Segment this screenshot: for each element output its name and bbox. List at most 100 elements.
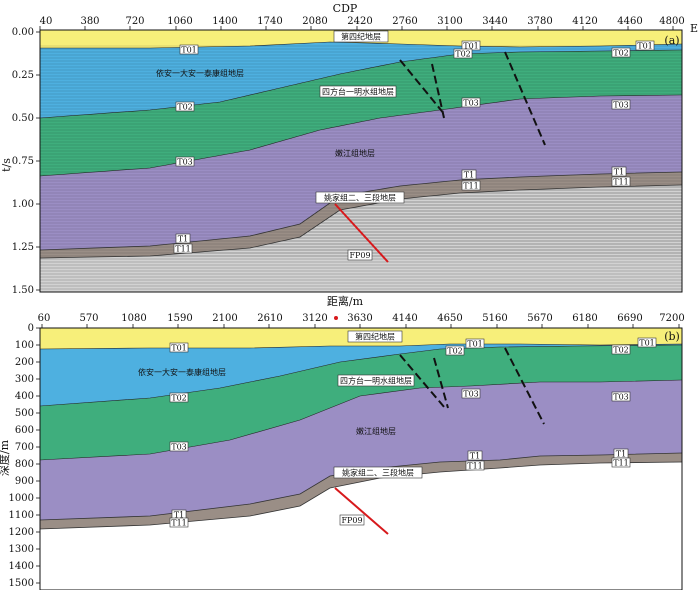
panel-a-tick-y: 0.00: [12, 27, 34, 38]
panel-b-tick-x: 5160: [482, 313, 507, 324]
panel-a-label-box: [179, 44, 199, 55]
panel-b-tick-x: 2100: [212, 313, 237, 324]
panel-b-label-box: [461, 388, 481, 399]
panel-b-label-box: [169, 517, 189, 528]
panel-a-y-label: t/s: [0, 158, 13, 172]
panel-b-label-sifangtai: 四方台一明水组地层: [340, 376, 412, 386]
panel-a-label-t1: T1: [178, 235, 188, 244]
panel-b-left-ticks: 0 100 200 300 400 500 600 700 800 900 10…: [9, 323, 40, 589]
panel-a-label-box: [175, 233, 191, 244]
panel-a-label-box: [611, 176, 631, 187]
panel-b-tick-y: 1300: [9, 544, 34, 555]
panel-b-label-box: [637, 337, 657, 348]
panel-b-tick-y: 1500: [9, 578, 34, 589]
panel-b-tick-y: 500: [15, 408, 34, 419]
panel-a-label-t11: T11: [463, 182, 479, 191]
panel-b-tick-y: 200: [15, 357, 34, 368]
panel-b-section: [40, 328, 682, 590]
panel-b-tick-y: 300: [15, 374, 34, 385]
panel-b-tick-x: 3630: [347, 313, 372, 324]
panel-a-label-box: [461, 169, 477, 180]
panel-b-fault-fp09: [334, 487, 389, 535]
panel-a-tick-x: 4460: [617, 16, 642, 27]
panel-a-tag: (a): [664, 34, 679, 47]
panel-a-tick-x: 2080: [302, 16, 327, 27]
panel-a-fault-fp09: [334, 203, 389, 263]
panel-b-label-yian: 依安一大安一泰康组地层: [138, 367, 226, 377]
panel-b-label-box: [465, 460, 485, 471]
panel-a-label-box: [611, 99, 631, 110]
panel-b-label-t1: T1: [470, 452, 480, 461]
panel-a-label-fp09: FP09: [349, 251, 370, 260]
panel-b-tick-x: 5670: [527, 313, 552, 324]
panel-b-label-box: [465, 338, 485, 349]
panel-b-tick-y: 600: [15, 425, 34, 436]
panel-a-label-box: [453, 48, 473, 59]
panel-a-section: [40, 30, 682, 292]
panel-a-label-quaternary: 第四纪地层: [341, 32, 381, 42]
panel-b-label-t03: T03: [171, 443, 187, 452]
panel-a-tick-y: 0.50: [12, 113, 34, 124]
panel-b-label-fp09: FP09: [341, 516, 362, 525]
panel-a-label-t01: T01: [463, 42, 479, 51]
panel-b-label-t01: T01: [467, 340, 483, 349]
panel-a-label-box: [319, 85, 397, 98]
panel-a-label-t11: T11: [175, 245, 191, 254]
panel-a-top-axis-end: E: [690, 22, 698, 35]
panel-b-label-t01: T01: [171, 344, 187, 353]
panel-a-fault-3: [504, 51, 546, 146]
panel-a-tick-x: 40: [40, 16, 53, 27]
panel-b-tick-x: 1590: [167, 313, 192, 324]
panel-b-tick-y: 800: [15, 459, 34, 470]
panel-a-reflection-texture: [40, 44, 682, 258]
panel-a-tick-y: 1.00: [12, 199, 34, 210]
panel-a-tick-x: 4120: [572, 16, 597, 27]
panel-b-tick-y: 1400: [9, 561, 34, 572]
panel-a: CDP E: [0, 2, 698, 308]
panel-b-label-t03: T03: [463, 390, 479, 399]
panel-b-label-t1: T1: [174, 511, 184, 520]
panel-b-label-box: [467, 450, 483, 461]
panel-b-fault-2: [433, 357, 449, 409]
panel-b-tick-y: 400: [15, 391, 34, 402]
panel-b-tick-x: 3120: [302, 313, 327, 324]
panel-b-tick-x: 4650: [437, 313, 462, 324]
panel-a-label-sifangtai: 四方台一明水组地层: [322, 87, 394, 97]
panel-b-tick-x: 6690: [617, 313, 642, 324]
panel-a-label-t02: T02: [177, 103, 193, 112]
panel-a-left-ticks: 0.00 0.25 0.50 0.75 1.00 1.25 1.50: [12, 27, 40, 296]
panel-a-horizon-t1: [40, 171, 682, 251]
panel-a-label-t01: T01: [637, 42, 653, 51]
panel-b-label-t02: T02: [171, 394, 187, 403]
panel-b-tick-x: 2610: [257, 313, 282, 324]
panel-b-tick-x: 6180: [572, 313, 597, 324]
panel-b-horizon-t03: [40, 379, 682, 461]
panel-a-top-axis-title: CDP: [333, 2, 358, 15]
panel-a-label-box: [611, 166, 627, 177]
panel-b-tick-y: 1100: [9, 510, 34, 521]
panel-a-tick-x: 2760: [392, 16, 417, 27]
panel-b-label-box: [169, 342, 189, 353]
panel-b-tick-y: 1200: [9, 527, 34, 538]
panel-b-label-box: [339, 514, 365, 526]
panel-a-label-box: [611, 47, 631, 58]
panel-b-tick-y: 900: [15, 476, 34, 487]
panel-a-label-t02: T02: [455, 50, 471, 59]
panel-a-tick-x: 3440: [482, 16, 507, 27]
panel-b-label-box: [337, 374, 415, 387]
panel-a-label-box: [333, 30, 389, 43]
panel-a-tick-x: 4800: [659, 16, 684, 27]
panel-b-label-nenjiang: 嫩江组地层: [356, 426, 396, 436]
panel-a-tick-x: 3100: [437, 16, 462, 27]
panel-a-label-t03: T03: [463, 99, 479, 108]
panel-a-tick-x: 1060: [167, 16, 192, 27]
panel-b-label-t11: T11: [613, 459, 629, 468]
panel-b-label-box: [169, 392, 189, 403]
panel-a-tick-x: 1400: [212, 16, 237, 27]
panel-a-label-yaojia: 姚家组二、三段地层: [324, 193, 396, 203]
panel-b-well-marker: [334, 316, 338, 320]
panel-a-bottom-axis-title: 距离/m: [327, 294, 364, 308]
panel-a-label-t03: T03: [177, 158, 193, 167]
